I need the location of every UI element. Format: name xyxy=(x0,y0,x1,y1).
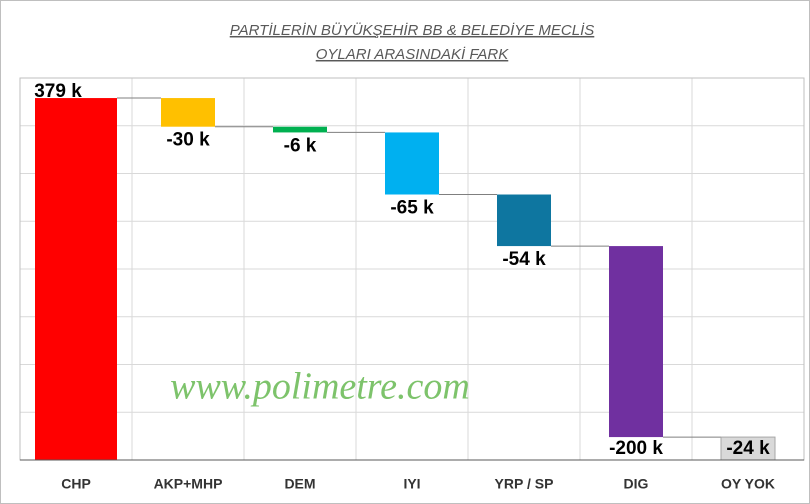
chart-title: PARTİLERİN BÜYÜKŞEHİR BB & BELEDİYE MECL… xyxy=(230,21,595,39)
x-tick-label: DEM xyxy=(284,476,315,492)
watermark: www.polimetre.com xyxy=(170,366,470,408)
bar xyxy=(609,246,663,438)
bar xyxy=(273,126,327,133)
x-tick-label: CHP xyxy=(61,476,91,492)
value-label: -6 k xyxy=(284,135,317,156)
value-label: -54 k xyxy=(502,249,546,270)
bar xyxy=(35,98,117,461)
x-tick-label: IYI xyxy=(403,476,420,492)
bar xyxy=(161,98,215,127)
value-label: -24 k xyxy=(726,438,770,459)
value-label: -200 k xyxy=(609,438,663,459)
x-tick-label: DIG xyxy=(624,476,649,492)
value-label: -65 k xyxy=(390,198,434,219)
value-label: -30 k xyxy=(166,130,210,151)
chart-title: OYLARI ARASINDAKİ FARK xyxy=(316,46,510,63)
x-tick-label: YRP / SP xyxy=(495,476,554,492)
value-label: 379 k xyxy=(34,81,82,102)
x-tick-label: OY YOK xyxy=(721,476,775,492)
bar xyxy=(497,194,551,247)
x-tick-label: AKP+MHP xyxy=(154,476,223,492)
bar xyxy=(385,132,439,195)
